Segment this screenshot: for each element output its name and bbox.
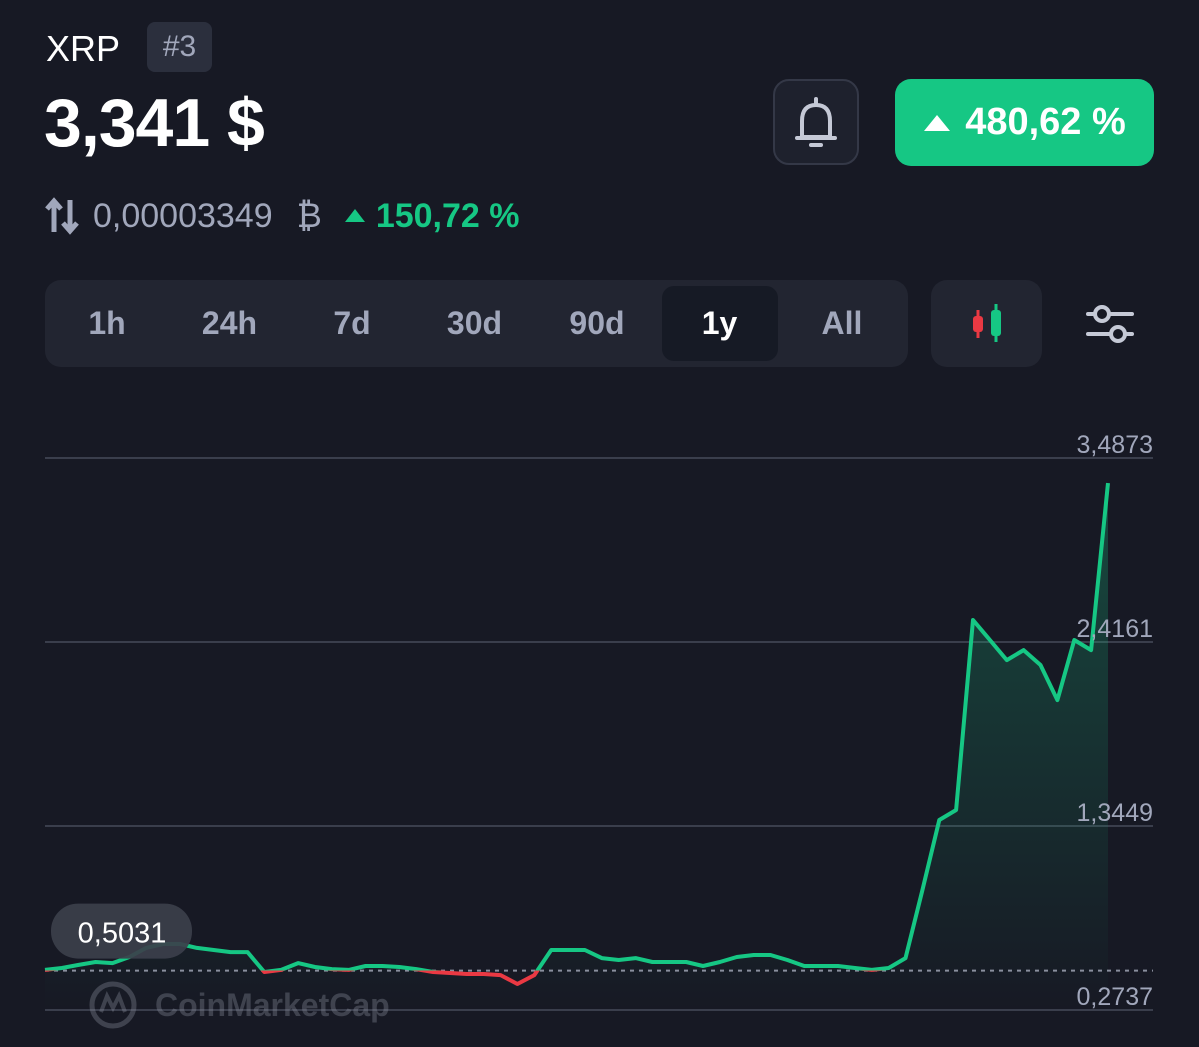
up-arrow xyxy=(924,114,951,131)
watermark-text: CoinMarketCap xyxy=(155,987,390,1023)
y-tick-label: 1,3449 xyxy=(1077,799,1153,827)
timeframe-tab[interactable]: 24h xyxy=(201,305,258,341)
reference-pill xyxy=(51,903,192,959)
swap-icon xyxy=(45,197,79,235)
timeframe-tab[interactable]: All xyxy=(821,305,863,341)
settings-button[interactable] xyxy=(1080,296,1140,352)
y-tick-label: 0,2737 xyxy=(1077,983,1153,1011)
timeframe-tab[interactable]: 1y xyxy=(661,286,778,361)
btc-change: 150,72 % xyxy=(375,196,520,235)
alert-button[interactable] xyxy=(773,79,859,165)
price-line xyxy=(44,482,1110,986)
price: 3,341 $ xyxy=(44,85,265,161)
timeframe-tab[interactable]: 7d xyxy=(333,305,371,341)
area-fill xyxy=(45,483,1108,1011)
timeframe-tab[interactable]: 1h xyxy=(88,305,126,341)
candle-icon xyxy=(973,304,1001,342)
y-tick-label: 2,4161 xyxy=(1077,615,1153,643)
bell-icon xyxy=(795,97,837,147)
plot-layer: 0,5031 0,2737 1,3449 2,4161 3,4873 xyxy=(44,431,1153,1011)
timeframe-tab[interactable]: 30d xyxy=(446,305,503,341)
change-value: 480,62 % xyxy=(965,101,1126,143)
reference-label: 0,5031 xyxy=(78,918,167,950)
timeframe-tab[interactable]: 90d xyxy=(569,305,625,341)
coin-rank: #3 xyxy=(147,22,212,72)
timeframe-tabs: 1h 24h 7d 30d 90d 1y All xyxy=(45,280,908,367)
btc-symbol: ₿ xyxy=(296,196,322,235)
watermark: CoinMarketCap xyxy=(89,981,390,1029)
candlestick-toggle[interactable] xyxy=(931,280,1042,367)
btc-row: 0,00003349 ₿ 150,72 % xyxy=(45,194,519,238)
sliders-icon xyxy=(1086,305,1134,343)
coin-symbol: XRP xyxy=(46,28,121,69)
btc-price: 0,00003349 xyxy=(93,196,273,235)
up-arrow xyxy=(344,209,365,222)
y-tick-label: 3,4873 xyxy=(1077,431,1153,459)
change-badge: 480,62 % xyxy=(895,79,1154,166)
